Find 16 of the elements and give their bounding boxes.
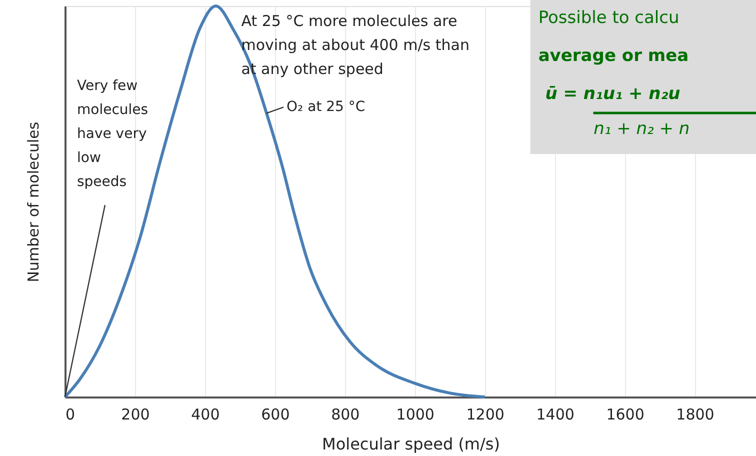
x-tick-label: 600	[261, 406, 290, 424]
y-axis-title: Number of molecules	[24, 122, 42, 282]
x-tick-label: 1600	[606, 406, 644, 424]
x-tick-label: 0	[66, 406, 76, 424]
annotation: n₁ + n₂ + n	[594, 119, 690, 139]
x-axis-title: Molecular speed (m/s)	[322, 434, 500, 454]
x-tick-label: 800	[331, 406, 360, 424]
x-tick-label: 1400	[536, 406, 574, 424]
x-tick-label: 200	[121, 406, 150, 424]
annotation: ū = n₁u₁ + n₂u	[545, 84, 680, 104]
annotation: O₂ at 25 °C	[286, 99, 366, 116]
x-tick-label: 1800	[676, 406, 714, 424]
x-tick-label: 400	[191, 406, 220, 424]
x-tick-label: 1200	[466, 406, 504, 424]
annotation: Very few molecules have very low speeds	[77, 78, 148, 190]
x-tick-label: 1000	[396, 406, 434, 424]
